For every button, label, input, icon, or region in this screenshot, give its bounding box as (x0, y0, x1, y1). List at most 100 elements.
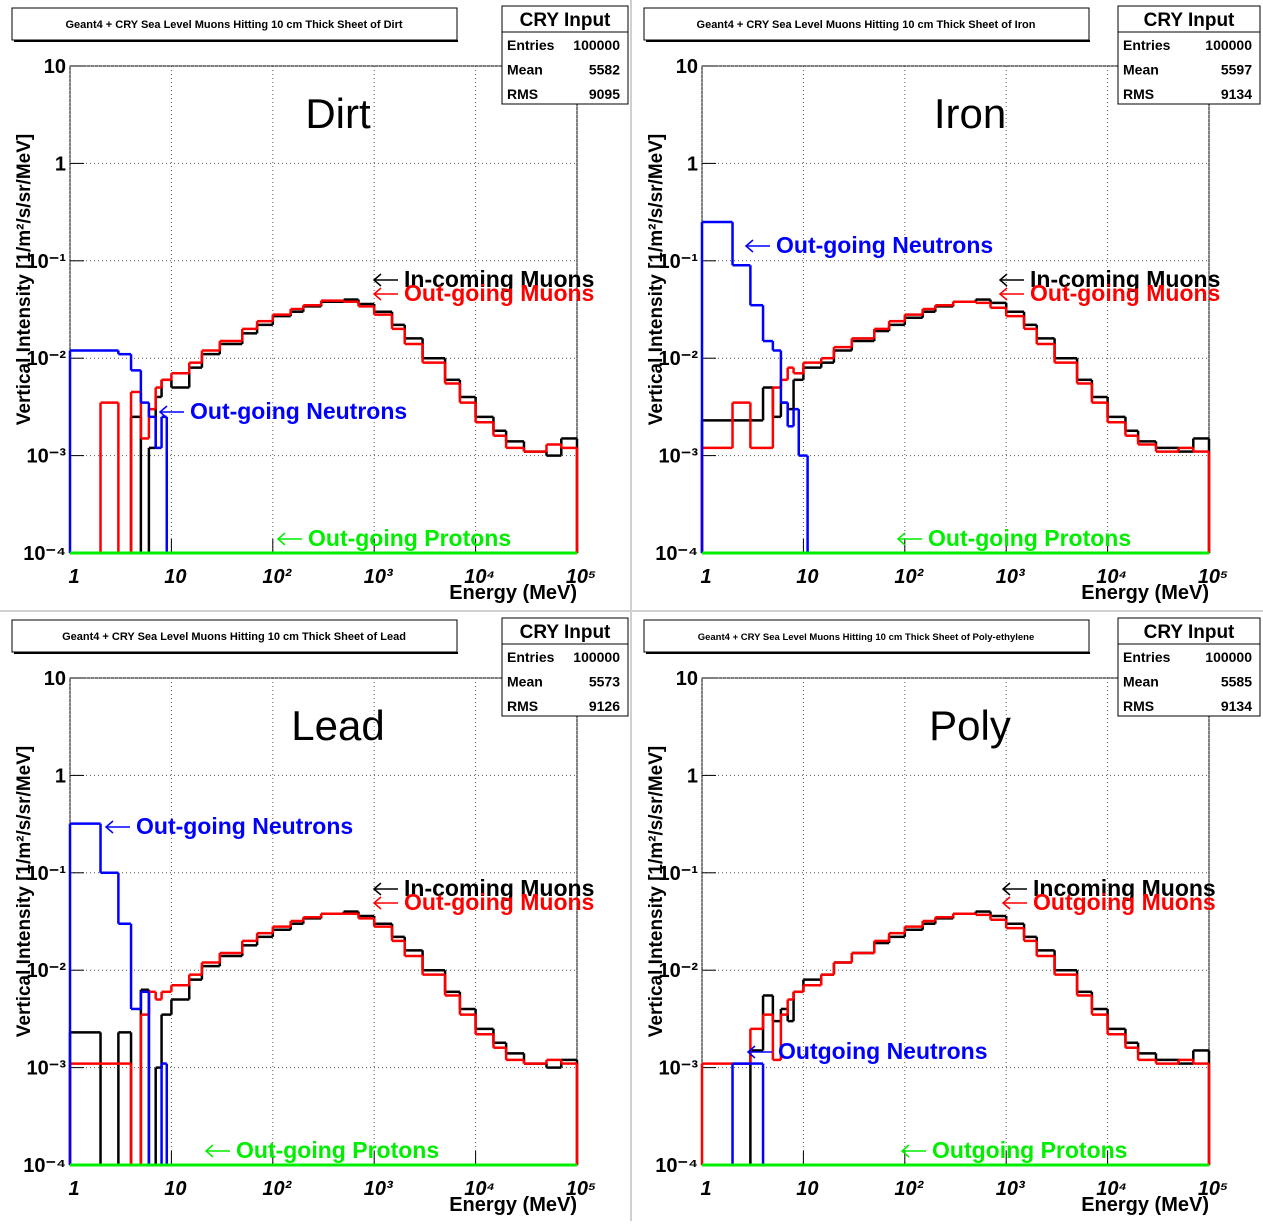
annotation-arrowhead (372, 882, 382, 896)
stats-value: 100000 (1205, 649, 1252, 665)
y-tick-label: 1 (687, 765, 698, 787)
legend-label: Out-going Protons (308, 525, 511, 551)
y-tick-label: 10⁻² (659, 960, 699, 982)
stats-value: 9095 (589, 86, 620, 102)
annotation-arrowhead (1001, 896, 1011, 910)
stats-box (1117, 5, 1261, 105)
stats-value: 100000 (573, 649, 620, 665)
legend-label: In-coming Muons (404, 266, 594, 292)
y-tick-label: 10⁻² (659, 348, 699, 370)
x-tick-label: 10⁵ (1198, 1178, 1228, 1200)
annotation-arrowhead (896, 532, 906, 546)
stats-label: Mean (507, 62, 543, 78)
stats-label: Entries (1123, 37, 1171, 53)
x-tick-label: 10³ (364, 1178, 394, 1200)
y-tick-label: 10⁻³ (659, 446, 699, 468)
x-tick-label: 10 (164, 566, 186, 588)
x-tick-label: 10 (796, 1178, 818, 1200)
chart-title: Geant4 + CRY Sea Level Muons Hitting 10 … (698, 632, 1035, 643)
y-tick-label: 1 (55, 153, 66, 175)
material-label: Poly (929, 702, 1011, 749)
material-label: Dirt (305, 90, 371, 137)
legend-label: Out-going Muons (404, 889, 594, 915)
annotation-arrowhead (744, 239, 754, 253)
stats-value: 5597 (1221, 62, 1252, 78)
x-tick-label: 10² (894, 566, 924, 588)
y-tick-label: 1 (55, 765, 66, 787)
x-tick-label: 10² (894, 1178, 924, 1200)
x-tick-label: 10⁴ (464, 566, 495, 588)
stats-label: Mean (507, 674, 543, 690)
title-box (11, 619, 458, 653)
x-axis-label: Energy (MeV) (1081, 1194, 1209, 1216)
y-tick-label: 10⁻¹ (27, 251, 67, 273)
panel: Geant4 + CRY Sea Level Muons Hitting 10 … (643, 617, 1261, 1216)
stats-label: Mean (1123, 674, 1159, 690)
stats-label: RMS (1123, 86, 1154, 102)
y-tick-label: 10⁻³ (27, 446, 67, 468)
y-tick-label: 1 (687, 153, 698, 175)
stats-label: RMS (507, 698, 538, 714)
y-tick-label: 10 (44, 668, 66, 690)
x-tick-label: 1 (700, 1178, 711, 1200)
annotation-arrowhead (998, 287, 1008, 301)
annotation-arrowhead (1001, 882, 1011, 896)
annotation-arrowhead (998, 273, 1008, 287)
y-tick-label: 10⁻² (27, 960, 67, 982)
legend-label: Outgoing Neutrons (778, 1038, 988, 1064)
title-box (643, 7, 1090, 41)
y-tick-label: 10⁻⁴ (23, 543, 66, 565)
legend-label: Out-going Protons (236, 1137, 439, 1163)
annotation-arrowhead (372, 287, 382, 301)
stats-title: CRY Input (1144, 10, 1235, 31)
annotation-arrowhead (104, 820, 114, 834)
x-tick-label: 10⁴ (1096, 1178, 1127, 1200)
x-tick-label: 10⁴ (464, 1178, 495, 1200)
legend-label: Out-going Neutrons (776, 232, 993, 258)
stats-box (501, 617, 629, 717)
stats-value: 9134 (1221, 698, 1252, 714)
y-tick-label: 10⁻⁴ (655, 543, 698, 565)
legend-label: Out-going Neutrons (190, 398, 407, 424)
y-tick-label: 10⁻³ (27, 1058, 67, 1080)
stats-value: 100000 (573, 37, 620, 53)
chart-title: Geant4 + CRY Sea Level Muons Hitting 10 … (62, 631, 406, 643)
material-label: Lead (291, 702, 384, 749)
stats-label: Entries (1123, 649, 1171, 665)
stats-value: 9134 (1221, 86, 1252, 102)
legend-label: In-coming Muons (1030, 266, 1220, 292)
plot-frame (69, 65, 578, 554)
stats-title: CRY Input (520, 10, 611, 31)
y-tick-label: 10 (44, 56, 66, 78)
panel: Geant4 + CRY Sea Level Muons Hitting 10 … (11, 617, 629, 1216)
x-tick-label: 10² (262, 566, 292, 588)
legend-label: Out-going Protons (928, 525, 1131, 551)
chart-title: Geant4 + CRY Sea Level Muons Hitting 10 … (697, 19, 1036, 31)
y-tick-label: 10 (676, 668, 698, 690)
legend-label: Out-going Muons (404, 280, 594, 306)
legend-label: Out-going Neutrons (136, 813, 353, 839)
stats-label: Entries (507, 649, 555, 665)
y-tick-label: 10⁻¹ (27, 863, 67, 885)
plot-frame (701, 65, 1210, 554)
x-tick-label: 10³ (996, 566, 1026, 588)
panel: Geant4 + CRY Sea Level Muons Hitting 10 … (643, 5, 1261, 604)
y-tick-label: 10⁻⁴ (23, 1155, 66, 1177)
stats-label: Mean (1123, 62, 1159, 78)
x-axis-label: Energy (MeV) (449, 1194, 577, 1216)
x-tick-label: 10⁵ (566, 566, 596, 588)
stats-value: 5573 (589, 674, 620, 690)
y-axis-label: Vertical Intensity [1/m²/s/sr/MeV] (14, 134, 35, 425)
stats-value: 5585 (1221, 674, 1252, 690)
x-tick-label: 10⁴ (1096, 566, 1127, 588)
y-tick-label: 10⁻² (27, 348, 67, 370)
x-tick-label: 10 (164, 1178, 186, 1200)
legend-label: In-coming Muons (404, 875, 594, 901)
x-tick-label: 10³ (364, 566, 394, 588)
x-tick-label: 10⁵ (1198, 566, 1228, 588)
x-axis-label: Energy (MeV) (1081, 582, 1209, 604)
x-tick-label: 10³ (996, 1178, 1026, 1200)
annotation-arrowhead (746, 1045, 756, 1059)
